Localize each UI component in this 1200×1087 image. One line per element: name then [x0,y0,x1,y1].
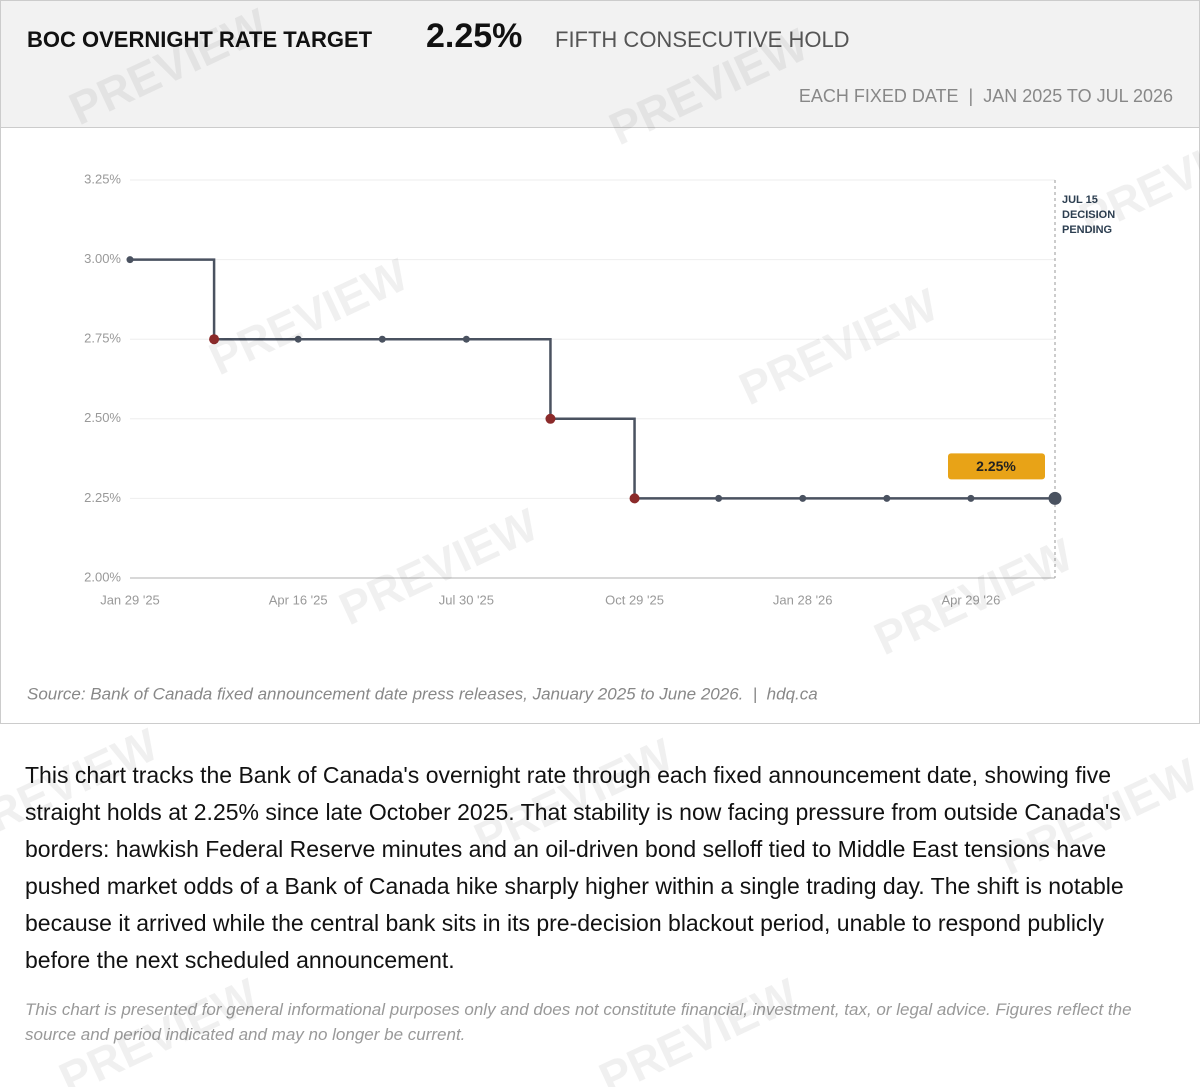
x-tick-label: Jul 30 '25 [439,592,494,607]
hold-point [126,256,134,264]
cut-point [545,413,556,424]
x-tick-label: Oct 29 '25 [605,592,664,607]
source: Source: Bank of Canada fixed announcemen… [27,684,818,703]
headline-note: FIFTH CONSECUTIVE HOLD [555,27,850,52]
y-tick-label: 3.00% [84,251,121,266]
value-label-box [948,453,1045,480]
value-label: 2.25% [976,458,1016,474]
y-tick-label: 2.50% [84,410,121,425]
subtitle: EACH FIXED DATE | JAN 2025 TO JUL 2026 [799,86,1173,106]
chart-title: BOC OVERNIGHT RATE TARGET [27,27,373,52]
annotation: DECISION [1062,209,1115,221]
hold-point [967,494,975,502]
cut-point [629,493,640,504]
chart-card: BOC OVERNIGHT RATE TARGET 2.25% FIFTH CO… [0,0,1200,724]
annotation: PENDING [1062,224,1112,236]
y-tick-label: 2.25% [84,490,121,505]
y-tick-label: 3.25% [84,171,121,186]
x-tick-label: Apr 29 '26 [941,592,1000,607]
hold-point [883,494,891,502]
header-band [0,0,1200,128]
cut-point [209,334,220,345]
y-tick-label: 2.00% [84,569,121,584]
hold-point [294,335,302,343]
disclaimer: This chart is presented for general info… [25,1000,1132,1044]
x-tick-label: Jan 28 '26 [773,592,833,607]
x-tick-label: Jan 29 '25 [100,592,160,607]
hold-point [799,494,807,502]
hold-point [462,335,470,343]
annotation: JUL 15 [1062,194,1098,206]
body-text: This chart tracks the Bank of Canada's o… [25,762,1124,973]
current-point [1048,491,1062,505]
hold-point [715,494,723,502]
y-tick-label: 2.75% [84,331,121,346]
x-tick-label: Apr 16 '25 [269,592,328,607]
hold-point [378,335,386,343]
headline-value: 2.25% [426,17,522,55]
